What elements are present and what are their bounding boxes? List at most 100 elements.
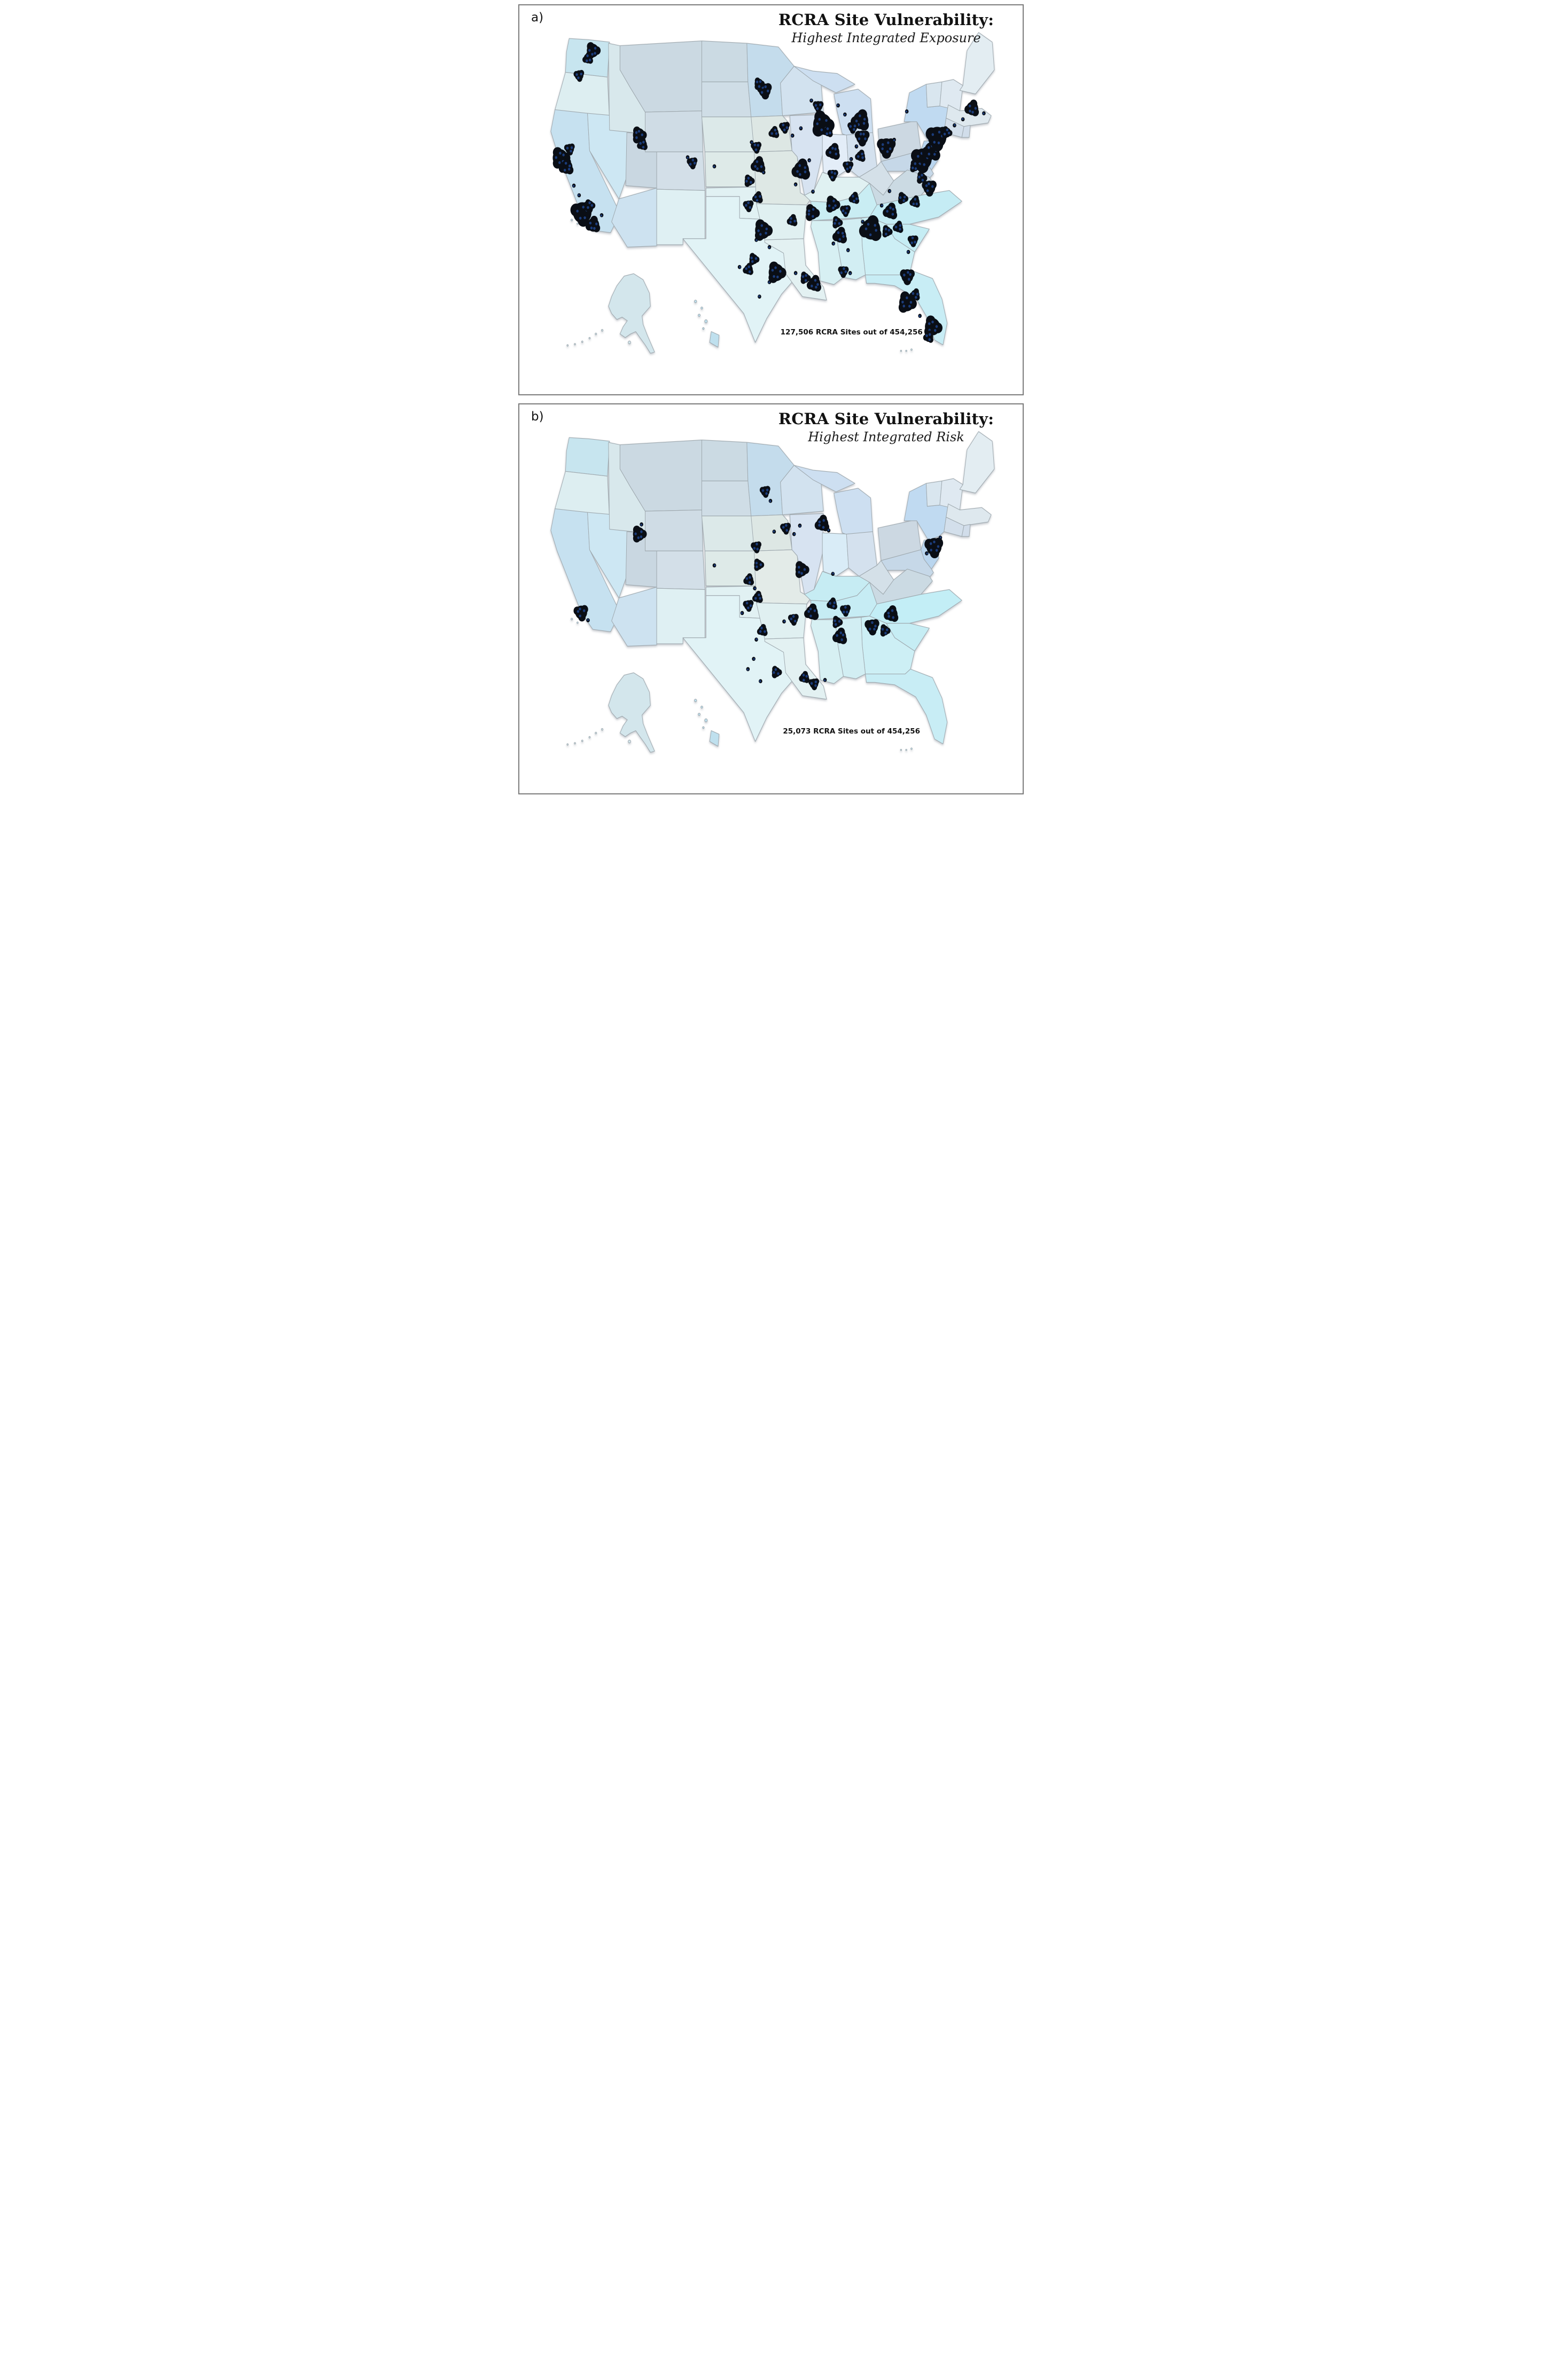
rcra-site-dot (713, 165, 715, 168)
rcra-site-dot (925, 334, 928, 337)
rcra-site-dot (591, 52, 594, 56)
rcra-site-dot (889, 206, 892, 209)
rcra-site-dot (846, 162, 848, 166)
rcra-site-dot (886, 150, 889, 153)
rcra-site-dot (907, 251, 909, 253)
rcra-site-dot (578, 194, 580, 197)
rcra-site-dot (770, 132, 774, 135)
rcra-site-dot (938, 130, 941, 134)
rcra-site-dot (795, 569, 803, 578)
rcra-site-dot (905, 110, 908, 113)
rcra-site-dot (855, 197, 858, 200)
rcra-site-dots-layer (573, 486, 944, 690)
rcra-site-dot (774, 128, 777, 132)
rcra-site-dot (749, 576, 751, 579)
rcra-site-dot (747, 176, 750, 180)
rcra-site-dot (914, 198, 917, 201)
rcra-site-dot (848, 196, 854, 202)
rcra-site-dot (862, 122, 866, 125)
rcra-site-dot (840, 605, 846, 612)
rcra-site-dot (968, 104, 971, 107)
rcra-site-dot (875, 229, 877, 232)
state-AK (608, 672, 655, 753)
rcra-site-dot (594, 52, 596, 55)
rcra-site-dot (754, 148, 758, 151)
rcra-site-dot (844, 270, 847, 274)
rcra-site-dot (753, 658, 755, 660)
aleutian-island (595, 731, 597, 735)
rcra-site-dot (842, 235, 845, 238)
florida-key (910, 348, 913, 351)
rcra-site-dot (903, 196, 906, 199)
hawaii-island (694, 699, 697, 703)
rcra-site-dot (800, 277, 806, 284)
rcra-site-dot (884, 228, 887, 231)
rcra-site-dot (756, 199, 759, 202)
rcra-site-dot (819, 103, 822, 106)
rcra-site-dot (789, 221, 792, 224)
rcra-site-dot (640, 535, 643, 539)
rcra-site-dot (848, 161, 854, 168)
rcra-site-dot (754, 196, 757, 199)
rcra-site-dot (764, 85, 767, 88)
rcra-site-dot (796, 561, 803, 570)
rcra-site-dot (588, 49, 591, 52)
channel-island (571, 618, 573, 621)
rcra-site-dot (806, 212, 813, 221)
rcra-site-dot (693, 161, 696, 165)
rcra-site-dot (558, 161, 561, 164)
rcra-site-dot (885, 628, 889, 631)
rcra-site-dot (931, 321, 934, 324)
panel-a-title-block: RCRA Site Vulnerability: Highest Integra… (760, 11, 1012, 45)
rcra-site-dot (861, 156, 864, 159)
panel-b-title: RCRA Site Vulnerability: (778, 410, 994, 428)
aleutian-island (595, 332, 597, 335)
rcra-site-dot (754, 257, 758, 260)
rcra-site-dot (847, 249, 849, 252)
rcra-site-dot (859, 224, 871, 238)
rcra-site-dot (962, 118, 964, 120)
channel-island (577, 222, 579, 225)
rcra-site-dot (902, 305, 906, 308)
state-AZ (611, 188, 657, 248)
rcra-site-dot (853, 128, 855, 131)
rcra-site-dot (829, 602, 831, 605)
rcra-site-dot (971, 111, 974, 114)
rcra-site-dot (832, 200, 840, 209)
rcra-site-dot (881, 204, 883, 207)
rcra-site-dot (818, 520, 821, 524)
rcra-site-dot (947, 131, 951, 135)
rcra-site-dot (816, 283, 819, 286)
rcra-site-dot (865, 227, 868, 230)
rcra-site-dot (760, 165, 763, 168)
rcra-site-dot (587, 619, 589, 621)
rcra-site-dot (784, 122, 790, 128)
rcra-site-dot (756, 80, 759, 83)
rcra-site-dot (639, 142, 642, 145)
rcra-site-dot (840, 638, 843, 642)
rcra-site-dot (751, 260, 754, 263)
rcra-site-dot (810, 682, 813, 685)
rcra-site-dot (594, 46, 597, 50)
rcra-site-dot (759, 195, 761, 198)
rcra-site-dot (825, 119, 828, 122)
state-RI (961, 524, 971, 537)
rcra-site-dot (909, 273, 912, 276)
state-NE (701, 116, 759, 152)
rcra-site-dot (642, 141, 645, 144)
rcra-site-dot (562, 153, 565, 157)
rcra-site-dot (777, 672, 780, 675)
rcra-site-dot (785, 126, 789, 129)
rcra-site-dot (838, 620, 841, 623)
state-ME (959, 32, 995, 95)
rcra-site-dot (582, 206, 585, 209)
rcra-site-dot (882, 147, 891, 159)
rcra-site-dot (633, 135, 641, 144)
rcra-site-dot (900, 269, 908, 278)
rcra-site-dot (814, 104, 817, 107)
rcra-site-dot (843, 611, 845, 614)
rcra-site-dot (931, 133, 934, 136)
rcra-site-dot (570, 150, 572, 153)
rcra-site-dot (791, 134, 793, 137)
rcra-site-dot (822, 526, 825, 529)
